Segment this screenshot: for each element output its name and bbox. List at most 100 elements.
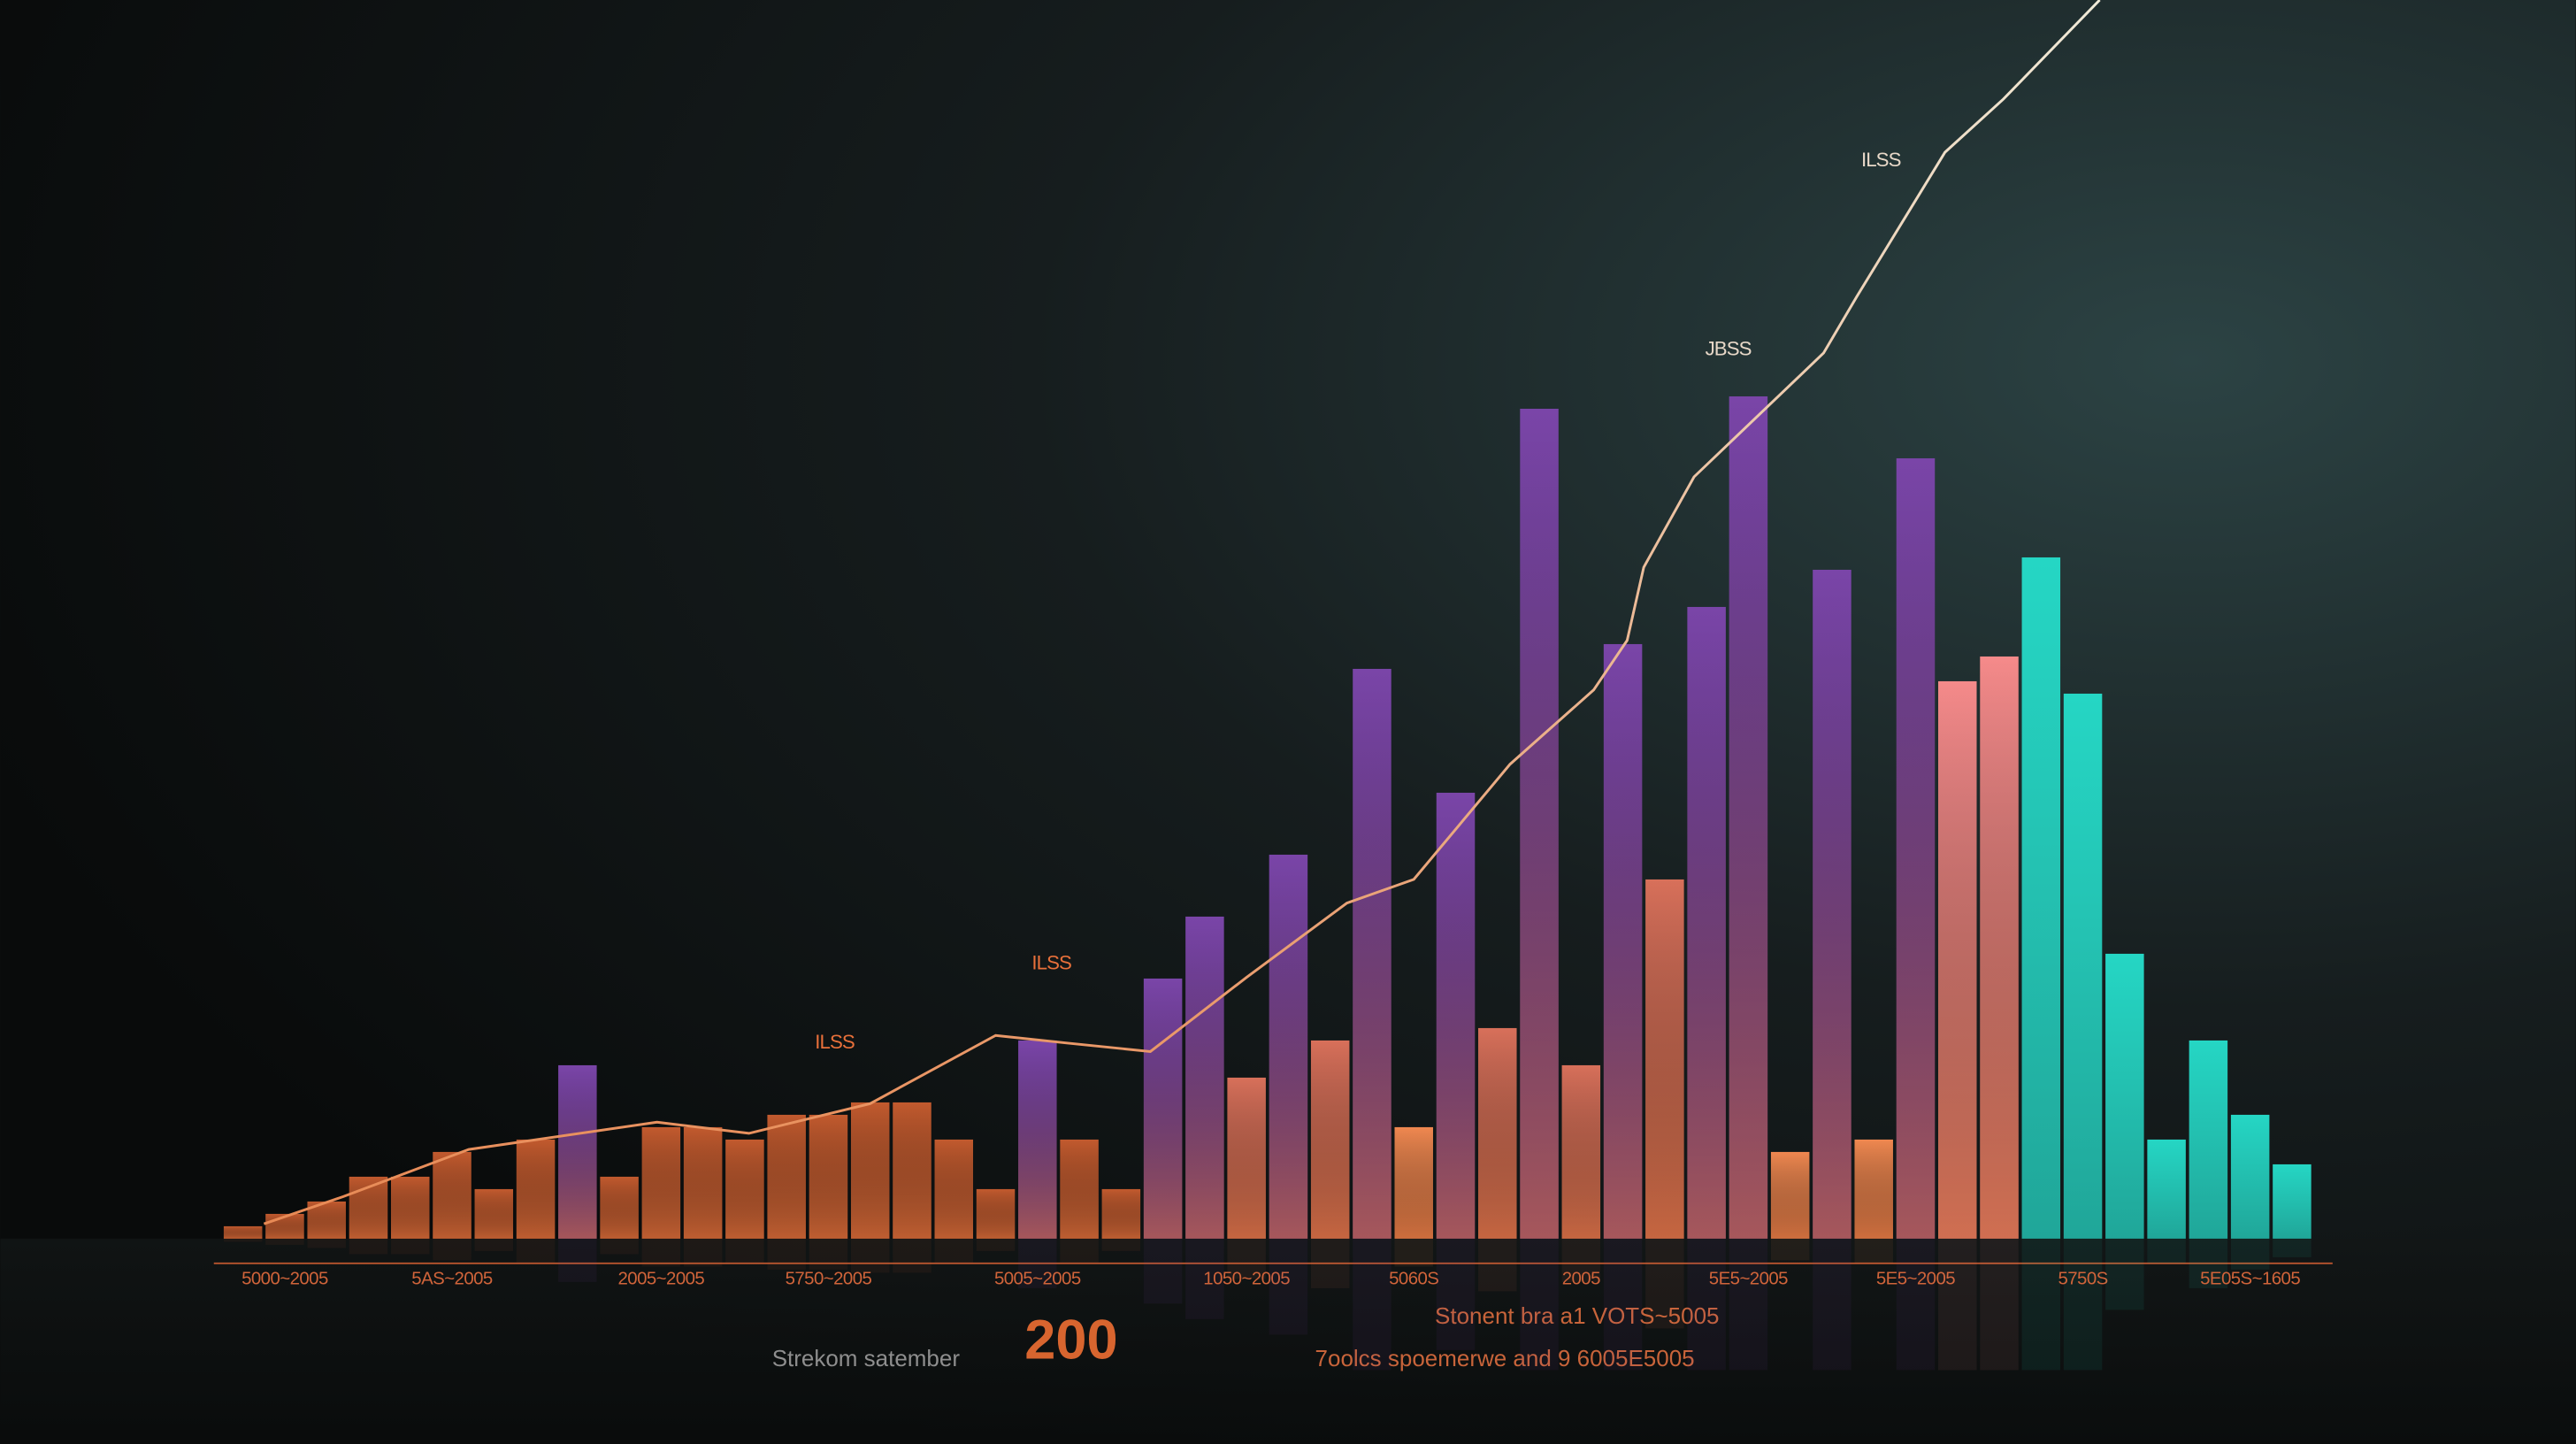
bar-reflection (1729, 1238, 1768, 1371)
annotation: ILSS (1031, 952, 1071, 974)
x-tick-label: 5000~2005 (242, 1270, 328, 1289)
bar-reflection (600, 1238, 639, 1255)
bar-reflection (1645, 1238, 1684, 1329)
bar-shade (1770, 1151, 1810, 1239)
bar-reflection (2273, 1238, 2312, 1257)
bar-reflection (1603, 1238, 1643, 1371)
bar-reflection (2189, 1238, 2228, 1288)
bar-reflection (1185, 1238, 1224, 1319)
bar-shade (391, 1176, 430, 1239)
x-tick-label: 2005~2005 (618, 1270, 705, 1289)
bar-shade (1478, 1027, 1517, 1239)
footer-line: 7oolcs spoemerwe and 9 6005E5005 (1315, 1345, 1695, 1371)
bar-shade (600, 1176, 639, 1239)
bar-shade (683, 1126, 723, 1239)
bar-reflection (934, 1238, 974, 1264)
bar-reflection (558, 1238, 597, 1282)
bar-reflection (391, 1238, 430, 1255)
bar-reflection (1310, 1238, 1350, 1288)
bar-reflection (1353, 1238, 1392, 1371)
bar-reflection (809, 1238, 848, 1270)
bar-reflection (1269, 1238, 1308, 1335)
bar (2189, 1040, 2228, 1239)
bar-reflection (683, 1238, 723, 1267)
bar-reflection (1813, 1238, 1852, 1371)
bar-reflection (516, 1238, 556, 1264)
bar-shade (767, 1114, 806, 1239)
bar-reflection (307, 1238, 346, 1248)
bar-shade (1269, 854, 1308, 1239)
bar (2147, 1139, 2186, 1239)
bar-reflection (349, 1238, 388, 1255)
bar (2273, 1164, 2312, 1239)
annotation: ILSS (815, 1031, 855, 1053)
bar-reflection (2021, 1238, 2061, 1371)
x-tick-label: 5750S (2058, 1270, 2107, 1289)
bar-reflection (2105, 1238, 2144, 1310)
footer-caption: Strekom satember (772, 1345, 961, 1371)
bar-reflection (1101, 1238, 1141, 1251)
bar-reflection (1561, 1238, 1601, 1282)
bar-reflection (1896, 1238, 1936, 1371)
bar-reflection (1938, 1238, 1977, 1371)
bar-shade (1687, 606, 1726, 1239)
bar-shade (474, 1188, 514, 1239)
x-tick-label: 5005~2005 (994, 1270, 1081, 1289)
bar-shade (1854, 1139, 1893, 1239)
bar-shade (1143, 978, 1183, 1239)
x-tick-label: 5AS~2005 (411, 1270, 493, 1289)
bar-shade (1060, 1139, 1099, 1239)
bar-reflection (1854, 1238, 1893, 1264)
bar-reflection (223, 1238, 263, 1242)
bar-reflection (1980, 1238, 2019, 1371)
x-tick-label: 5E05S~1605 (2200, 1270, 2300, 1289)
bar-reflection (1770, 1238, 1810, 1261)
bar-shade (1561, 1064, 1601, 1239)
bar (2105, 953, 2144, 1239)
line (263, 0, 2101, 1225)
bar-reflection (893, 1238, 932, 1273)
bar-reflection (2230, 1238, 2270, 1270)
bar-shade (1938, 680, 1977, 1239)
bar-shade (433, 1151, 472, 1239)
bar-reflection (1436, 1238, 1476, 1350)
x-tick-label: 5750~2005 (786, 1270, 872, 1289)
x-tick-label: 2005 (1562, 1270, 1600, 1289)
bar-reflection (1060, 1238, 1099, 1264)
bar-reflection (433, 1238, 472, 1261)
x-tick-label: 5060S (1389, 1270, 1438, 1289)
bar-reflection (1520, 1238, 1559, 1371)
bar-shade (1353, 668, 1392, 1239)
bar-reflection (725, 1238, 764, 1264)
footer-line: Stonent bra a1 VOTS~5005 (1435, 1302, 1719, 1329)
bar-reflection (1687, 1238, 1726, 1371)
bar-shade (976, 1188, 1016, 1239)
bar-shade (1394, 1126, 1433, 1239)
bar-shade (893, 1102, 932, 1239)
bar (2230, 1114, 2270, 1239)
bar-reflection (2063, 1238, 2103, 1371)
bar-shade (1185, 916, 1224, 1239)
bar-shade (934, 1139, 974, 1239)
annotation: ILSS (1861, 149, 1901, 171)
bar-reflection (850, 1238, 890, 1273)
annotation: JBSS (1706, 337, 1752, 359)
x-tick-label: 5E5~2005 (1876, 1270, 1955, 1289)
bar-shade (1310, 1040, 1350, 1239)
bar-reflection (1018, 1238, 1057, 1288)
bar-shade (1101, 1188, 1141, 1239)
bar (2063, 693, 2103, 1239)
bar-reflection (1143, 1238, 1183, 1304)
bar-shade (1729, 396, 1768, 1239)
bar-shade (1603, 643, 1643, 1239)
bar-shade (1018, 1040, 1057, 1239)
bar-reflection (1227, 1238, 1266, 1279)
bar-shade (725, 1139, 764, 1239)
bar-shade (1896, 457, 1936, 1239)
bar-reflection (1478, 1238, 1517, 1292)
bar-shade (1227, 1077, 1266, 1239)
bar-shade (1980, 656, 2019, 1239)
bar-shade (516, 1139, 556, 1239)
bar-shade (1520, 408, 1559, 1239)
